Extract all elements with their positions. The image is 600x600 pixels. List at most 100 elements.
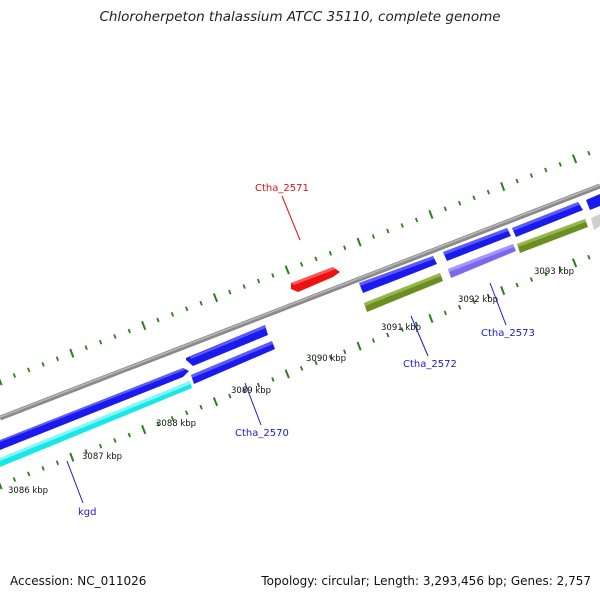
gene-label-kgd[interactable]: kgd — [78, 507, 97, 518]
inner-tick — [400, 327, 404, 332]
outer-tick — [558, 161, 562, 167]
inner-tick-track — [0, 254, 591, 490]
gene-label-ctha-2571[interactable]: Ctha_2571 — [255, 183, 309, 194]
inner-tick — [486, 293, 491, 299]
outer-tick — [544, 167, 548, 173]
outer-tick — [12, 373, 17, 378]
scale-label-3086: 3086 kbp — [8, 486, 48, 496]
leader-ctha-2573 — [489, 282, 507, 326]
inner-tick — [156, 421, 160, 427]
outer-tick — [472, 195, 476, 201]
leader-ctha-2570 — [244, 382, 262, 426]
inner-tick — [271, 377, 275, 382]
outer-tick — [443, 206, 447, 212]
gene-ctha-2571[interactable] — [291, 267, 340, 292]
gene-label-ctha-2573[interactable]: Ctha_2573 — [481, 328, 535, 339]
inner-tick — [84, 449, 88, 455]
outer-tick — [185, 306, 189, 312]
outer-tick — [156, 317, 160, 323]
inner-tick — [141, 424, 147, 435]
outer-tick — [98, 339, 103, 345]
gene-ctha-2573[interactable] — [448, 244, 516, 278]
scale-label-3089: 3089 kbp — [231, 386, 271, 396]
inner-tick — [170, 415, 175, 421]
inner-tick — [12, 477, 17, 482]
inner-tick — [55, 460, 60, 466]
gene-kgd[interactable] — [0, 381, 192, 467]
gene-ctha-2572[interactable] — [364, 273, 443, 312]
gene-ctha-2570[interactable] — [191, 341, 275, 384]
leader-ctha-2571 — [281, 195, 301, 241]
outer-tick — [256, 278, 261, 284]
inner-tick — [343, 349, 347, 355]
inner-tick — [127, 432, 131, 438]
inner-tick — [371, 338, 376, 343]
outer-tick — [428, 209, 434, 219]
scale-label-3088: 3088 kbp — [156, 419, 196, 429]
outer-tick — [242, 284, 246, 289]
gene-edge-grey[interactable] — [591, 214, 600, 230]
outer-tick — [400, 223, 404, 228]
inner-tick — [228, 393, 232, 399]
scale-label-3091: 3091 kbp — [381, 323, 421, 333]
outer-tick — [55, 356, 60, 362]
inner-tick — [41, 465, 45, 471]
outer-tick — [500, 182, 506, 192]
scale-label-3090: 3090 kbp — [306, 354, 346, 364]
map-title: Chloroherpeton thalassium ATCC 35110, co… — [99, 9, 501, 25]
inner-tick — [500, 286, 506, 296]
inner-tick — [212, 397, 219, 407]
inner-tick — [27, 471, 31, 477]
inner-tick — [299, 365, 304, 371]
gene-blue-3092[interactable] — [443, 228, 511, 261]
inner-tick — [428, 313, 434, 323]
outer-tick — [587, 150, 591, 156]
outer-tick — [529, 173, 534, 178]
leader-kgd — [66, 460, 84, 504]
outer-tick — [515, 178, 519, 184]
inner-tick — [242, 388, 246, 393]
outer-tick — [212, 293, 219, 303]
gene-label-ctha-2572[interactable]: Ctha_2572 — [403, 359, 457, 370]
outer-tick — [284, 265, 290, 275]
gene-blue-3093[interactable] — [512, 202, 583, 237]
leader-ctha-2572 — [410, 315, 429, 357]
outer-tick — [199, 300, 203, 306]
inner-tick — [544, 271, 548, 277]
outer-tick — [343, 245, 347, 251]
inner-tick — [472, 299, 476, 305]
outer-tick — [127, 328, 131, 334]
outer-tick — [271, 273, 275, 278]
inner-tick — [587, 254, 591, 260]
outer-tick — [328, 250, 333, 256]
outer-tick — [356, 237, 362, 247]
inner-tick — [185, 410, 189, 416]
inner-tick — [457, 304, 462, 310]
inner-tick — [386, 332, 390, 338]
outer-tick — [299, 261, 304, 267]
gene-edge-blue[interactable] — [586, 194, 600, 210]
outer-tick — [27, 367, 31, 373]
inner-tick — [328, 354, 333, 360]
outer-tick — [141, 320, 147, 331]
scale-label-3087: 3087 kbp — [82, 452, 122, 462]
gene-label-ctha-2570[interactable]: Ctha_2570 — [235, 428, 289, 439]
outer-tick — [84, 345, 88, 351]
scale-label-3092: 3092 kbp — [458, 295, 498, 305]
gene-olive-3093[interactable] — [517, 219, 588, 253]
gene-blue-3091[interactable] — [359, 256, 437, 293]
outer-tick — [371, 234, 376, 239]
accession-text: Accession: NC_011026 — [10, 574, 147, 588]
outer-tick — [228, 289, 232, 295]
inner-tick — [515, 282, 519, 288]
outer-tick — [486, 189, 491, 195]
outer-tick-track — [0, 150, 591, 386]
gene-ctha-2570-upper[interactable] — [186, 325, 268, 366]
inner-tick — [571, 258, 578, 268]
inner-tick — [356, 341, 362, 351]
outer-tick — [0, 378, 3, 386]
gene-kgd-blue[interactable] — [0, 368, 189, 450]
inner-tick — [529, 277, 534, 282]
inner-tick — [558, 265, 562, 271]
